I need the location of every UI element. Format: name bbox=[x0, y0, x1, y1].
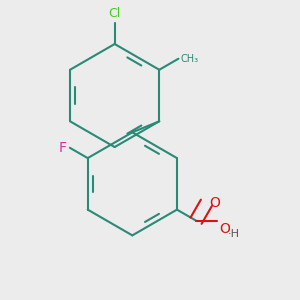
Text: O: O bbox=[209, 196, 220, 210]
Text: O: O bbox=[219, 222, 230, 236]
Text: ·H: ·H bbox=[228, 229, 240, 239]
Text: CH₃: CH₃ bbox=[181, 54, 199, 64]
Text: F: F bbox=[59, 141, 67, 155]
Text: Cl: Cl bbox=[109, 8, 121, 20]
